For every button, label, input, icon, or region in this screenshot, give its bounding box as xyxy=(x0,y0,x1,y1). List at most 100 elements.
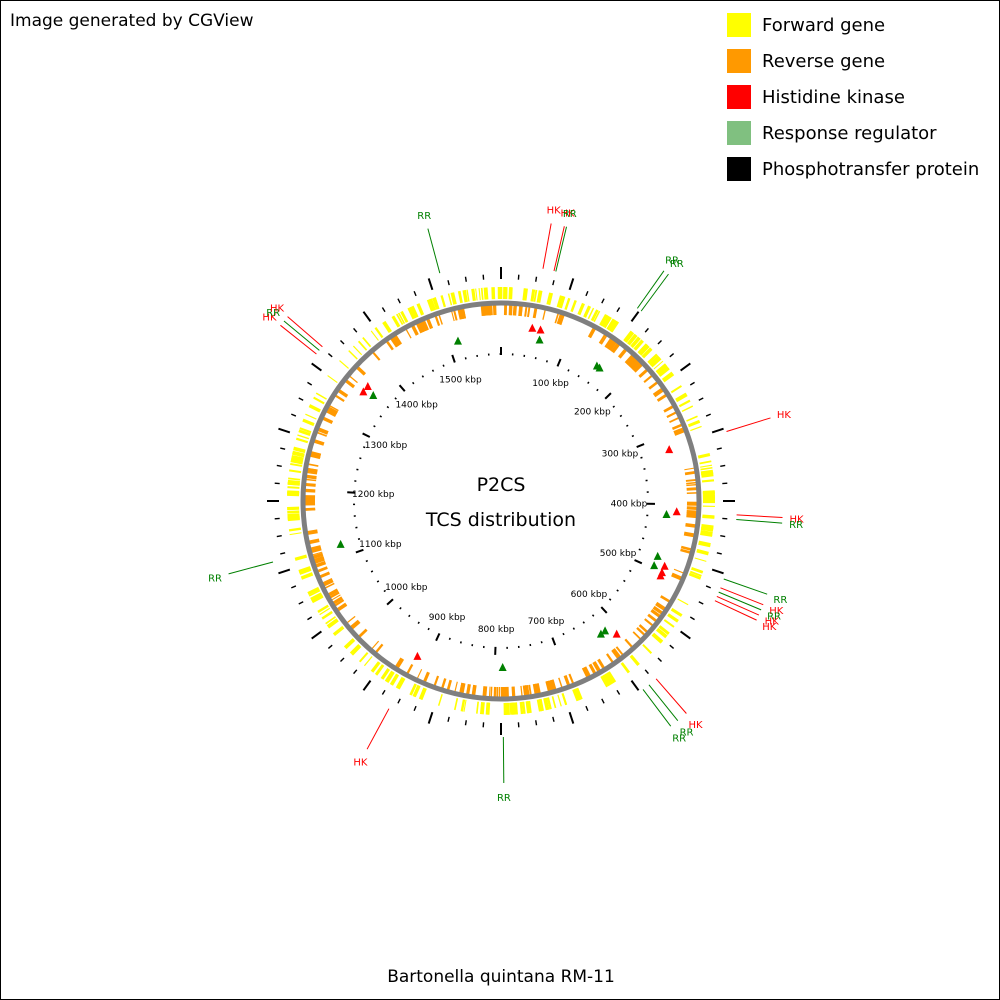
outer-tick xyxy=(669,644,675,649)
kbp-minor-tick xyxy=(386,405,390,409)
reverse-gene-mark xyxy=(335,394,345,402)
reverse-gene-mark xyxy=(317,431,327,437)
response-regulator-marker xyxy=(336,539,345,548)
forward-gene-mark xyxy=(305,413,317,420)
reverse-gene-mark xyxy=(459,682,465,694)
kbp-minor-tick xyxy=(448,637,451,640)
outer-tick xyxy=(616,307,621,313)
kbp-minor-tick xyxy=(373,425,376,428)
forward-gene-mark xyxy=(601,674,611,687)
reverse-gene-mark xyxy=(326,409,337,417)
reverse-gene-mark xyxy=(686,514,697,519)
forward-gene-mark xyxy=(290,462,303,467)
reverse-gene-mark xyxy=(454,681,458,692)
reverse-gene-mark xyxy=(305,482,316,487)
kbp-minor-tick xyxy=(623,579,626,583)
reverse-gene-mark xyxy=(419,321,428,332)
forward-gene-mark xyxy=(700,532,713,537)
outer-tick xyxy=(291,413,297,417)
forward-gene-mark xyxy=(678,399,691,408)
forward-gene-mark xyxy=(476,701,479,714)
reverse-gene-mark xyxy=(349,375,358,384)
reverse-gene-mark xyxy=(598,334,606,344)
forward-gene-mark xyxy=(556,295,564,308)
forward-gene-mark xyxy=(700,530,713,535)
reverse-gene-mark xyxy=(686,481,697,485)
outer-tick xyxy=(298,601,304,605)
kbp-minor-tick xyxy=(577,374,580,378)
kbp-minor-tick xyxy=(399,607,402,610)
reverse-gene-mark xyxy=(685,522,696,528)
kbp-minor-tick xyxy=(412,381,415,385)
forward-gene-mark xyxy=(313,396,325,405)
reverse-gene-mark xyxy=(686,510,697,512)
forward-gene-mark xyxy=(522,701,526,714)
forward-gene-mark xyxy=(327,375,338,384)
outer-tick xyxy=(689,616,695,621)
forward-gene-mark xyxy=(690,425,702,432)
kbp-minor-tick xyxy=(612,405,616,408)
reverse-gene-mark xyxy=(511,686,514,697)
outer-tick xyxy=(307,616,313,621)
forward-gene-mark xyxy=(463,699,467,712)
forward-gene-mark xyxy=(701,479,715,483)
callout-line xyxy=(648,684,679,722)
response-regulator-marker xyxy=(535,335,544,344)
response-regulator-marker xyxy=(662,510,671,519)
forward-gene-mark xyxy=(699,460,712,465)
reverse-gene-mark xyxy=(542,309,546,320)
forward-gene-mark xyxy=(681,405,694,413)
kbp-major-tick xyxy=(634,559,643,565)
kbp-major-tick xyxy=(451,354,456,363)
forward-gene-mark xyxy=(670,385,682,394)
kbp-minor-tick xyxy=(631,434,635,438)
response-regulator-marker xyxy=(650,561,659,570)
forward-gene-mark xyxy=(374,327,384,339)
reverse-gene-mark xyxy=(558,677,563,688)
forward-gene-mark xyxy=(308,404,321,413)
kbp-major-tick xyxy=(355,548,364,554)
outer-tick xyxy=(447,716,450,722)
forward-gene-mark xyxy=(689,570,702,577)
callout-label-rr: RR xyxy=(767,611,781,622)
center-subtitle: TCS distribution xyxy=(425,509,576,531)
kbp-minor-tick xyxy=(619,414,623,418)
reverse-gene-mark xyxy=(680,545,692,551)
reverse-gene-mark xyxy=(528,684,532,695)
outer-tick xyxy=(601,298,605,304)
kbp-minor-tick xyxy=(596,388,599,392)
forward-gene-mark xyxy=(551,696,557,709)
response-regulator-marker xyxy=(369,391,378,400)
kbp-minor-tick xyxy=(421,375,425,378)
reverse-gene-mark xyxy=(346,615,356,624)
reverse-gene-mark xyxy=(617,348,627,359)
forward-gene-mark xyxy=(447,293,453,306)
forward-gene-mark xyxy=(603,673,613,686)
forward-gene-mark xyxy=(410,305,419,319)
forward-gene-mark xyxy=(700,526,714,532)
outer-tick xyxy=(705,585,711,589)
forward-gene-mark xyxy=(363,656,373,667)
kbp-minor-tick xyxy=(383,589,387,593)
forward-gene-mark xyxy=(590,309,599,322)
legend-swatch xyxy=(727,121,751,145)
outer-tick xyxy=(644,327,649,333)
forward-gene-mark xyxy=(486,702,490,715)
forward-gene-mark xyxy=(370,661,381,673)
reverse-gene-mark xyxy=(597,658,605,669)
forward-gene-mark xyxy=(533,289,538,302)
outer-tick xyxy=(585,291,589,297)
reverse-gene-mark xyxy=(451,311,455,322)
outer-tick xyxy=(276,464,282,467)
forward-gene-mark xyxy=(630,654,640,665)
forward-gene-mark xyxy=(475,288,478,301)
forward-gene-mark xyxy=(479,702,485,715)
forward-gene-mark xyxy=(311,594,324,604)
reverse-gene-mark xyxy=(686,483,697,487)
outer-tick xyxy=(720,464,726,467)
outer-tick xyxy=(644,669,649,675)
callout-label-hk: HK xyxy=(560,209,575,220)
kbp-minor-tick xyxy=(362,446,366,449)
forward-gene-mark xyxy=(380,667,391,680)
kbp-tick-label: 900 kbp xyxy=(429,613,466,623)
